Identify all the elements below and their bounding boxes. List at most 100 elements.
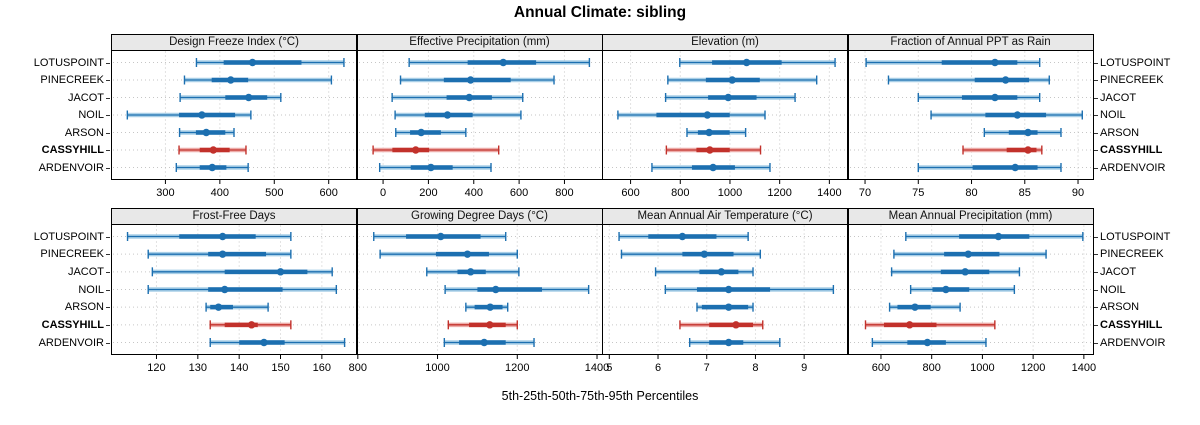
axis-tick-label: 8	[752, 362, 758, 374]
axis-tick-label: 7	[704, 362, 710, 374]
axis-tick-label: 800	[555, 187, 573, 199]
percentile-glyph-pinecreek	[378, 249, 518, 259]
percentile-glyph-pinecreek	[147, 249, 292, 259]
axis-tick-label: 70	[858, 187, 870, 199]
site-axis-tick	[1093, 62, 1098, 64]
axis-tick-label: 130	[189, 362, 207, 374]
percentile-glyph-jacot	[890, 267, 1020, 277]
panel-strip-mean-annual-air-temperature-c: Mean Annual Air Temperature (°C)	[602, 208, 848, 225]
percentile-glyph-lotuspoint	[195, 58, 345, 67]
site-label-right-noil: NOIL	[1100, 283, 1126, 296]
site-label-left-cassyhill: CASSYHILL	[41, 144, 104, 156]
percentile-glyph-cassyhill	[961, 145, 1043, 155]
site-axis-tick	[106, 167, 110, 169]
axis-tick-label: 1400	[584, 362, 608, 374]
site-label-left-jacot: JACOT	[67, 91, 104, 104]
panel-mean-annual-precipitation-mm: 600 800 1000 1200 1400	[847, 224, 1096, 374]
site-axis-tick	[1093, 167, 1098, 169]
panel-strip-design-freeze-index-c: Design Freeze Index (°C)	[111, 34, 357, 51]
percentile-glyph-pinecreek	[892, 249, 1047, 259]
percentile-glyph-jacot	[425, 267, 520, 277]
axis-caption: 5th-25th-50th-75th-95th Percentiles	[501, 389, 699, 403]
axis-tick-label: 800	[671, 187, 689, 199]
percentile-glyph-noil	[443, 285, 589, 294]
panel-growing-degree-days-c: 800 1000 1200 1400	[348, 224, 609, 374]
site-label-right-arson: ARSON	[1100, 126, 1140, 139]
site-label-right-ardenvoir: ARDENVOIR	[1100, 161, 1166, 174]
percentile-glyph-pinecreek	[399, 75, 555, 85]
percentile-glyph-jacot	[390, 93, 523, 102]
percentile-glyph-arson	[696, 302, 754, 312]
axis-tick-label: 0	[380, 187, 386, 199]
site-axis-tick	[106, 115, 110, 116]
site-label-left-noil: NOIL	[78, 283, 104, 296]
axis-tick-label: 500	[265, 187, 283, 199]
axis-tick-label: 800	[922, 362, 940, 374]
site-axis-tick	[106, 289, 110, 291]
axis-tick-label: 85	[1018, 187, 1030, 199]
site-axis-tick	[106, 307, 110, 309]
site-label-right-arson: ARSON	[1100, 301, 1140, 314]
panel-design-freeze-index-c: 300 400 500 600	[111, 50, 357, 199]
percentile-glyph-noil	[909, 285, 1015, 294]
site-label-right-pinecreek: PINECREEK	[1100, 74, 1164, 86]
panel-strip-mean-annual-precipitation-mm: Mean Annual Precipitation (mm)	[847, 208, 1094, 225]
site-axis-tick	[1093, 324, 1098, 326]
site-axis-tick	[1093, 271, 1098, 273]
percentile-glyph-jacot	[654, 267, 754, 277]
plot-title: Annual Climate: sibling	[513, 4, 687, 21]
site-label-left-lotuspoint: LOTUSPOINT	[33, 230, 104, 243]
panel-strip-growing-degree-days-c: Growing Degree Days (°C)	[356, 208, 603, 225]
panel-frost-free-days: 120 130 140 150 160	[111, 224, 357, 374]
percentile-glyph-pinecreek	[667, 75, 818, 85]
site-label-right-jacot: JACOT	[1100, 91, 1137, 104]
percentile-glyph-cassyhill	[665, 145, 762, 155]
percentile-glyph-ardenvoir	[688, 338, 781, 347]
site-label-right-lotuspoint: LOTUSPOINT	[1100, 230, 1171, 243]
axis-tick-label: 5	[606, 362, 612, 374]
site-label-left-noil: NOIL	[78, 109, 104, 121]
axis-tick-label: 1200	[1020, 362, 1044, 374]
site-axis-tick	[1093, 97, 1098, 99]
panel-mean-annual-air-temperature-c: 5 6 7 8 9	[602, 224, 848, 374]
site-axis-tick	[106, 62, 110, 64]
percentile-glyph-ardenvoir	[871, 338, 987, 347]
site-axis-tick	[1093, 150, 1098, 151]
site-axis-tick	[1093, 80, 1098, 81]
site-axis-tick	[1093, 254, 1098, 256]
percentile-glyph-noil	[929, 110, 1083, 120]
axis-tick-label: 90	[1071, 187, 1083, 199]
percentile-glyph-lotuspoint	[126, 232, 292, 241]
site-label-left-lotuspoint: LOTUSPOINT	[33, 56, 104, 69]
axis-tick-label: 600	[509, 187, 527, 199]
percentile-glyph-noil	[393, 110, 522, 120]
percentile-glyph-ardenvoir	[917, 163, 1062, 172]
percentile-glyph-arson	[686, 128, 747, 137]
site-axis-tick	[1093, 307, 1098, 309]
panel-strip-fraction-of-annual-ppt-as-rain: Fraction of Annual PPT as Rain	[847, 34, 1094, 51]
percentile-glyph-lotuspoint	[618, 232, 749, 241]
site-axis-tick	[106, 132, 110, 134]
axis-tick-label: 1200	[767, 187, 791, 199]
site-axis-tick	[1093, 342, 1098, 344]
panel-strip-frost-free-days: Frost-Free Days	[111, 208, 357, 225]
site-label-left-arson: ARSON	[64, 301, 104, 314]
percentile-glyph-jacot	[917, 93, 1040, 102]
site-label-right-cassyhill: CASSYHILL	[1100, 144, 1163, 156]
axis-tick-label: 1400	[1071, 362, 1095, 374]
percentile-glyph-cassyhill	[371, 145, 499, 155]
site-axis-tick	[1093, 236, 1098, 238]
axis-tick-label: 600	[871, 362, 889, 374]
axis-tick-label: 1200	[505, 362, 529, 374]
site-label-left-jacot: JACOT	[67, 265, 104, 278]
percentile-glyph-ardenvoir	[378, 163, 492, 172]
panel-strip-effective-precipitation-mm: Effective Precipitation (mm)	[356, 34, 603, 51]
site-label-right-jacot: JACOT	[1100, 265, 1137, 278]
percentile-glyph-arson	[205, 302, 269, 312]
percentile-glyph-cassyhill	[209, 320, 292, 330]
percentile-glyph-jacot	[179, 93, 282, 102]
site-axis-tick	[106, 236, 110, 238]
site-axis-tick	[1093, 289, 1098, 291]
percentile-glyph-ardenvoir	[175, 163, 249, 172]
site-label-left-pinecreek: PINECREEK	[40, 74, 104, 86]
